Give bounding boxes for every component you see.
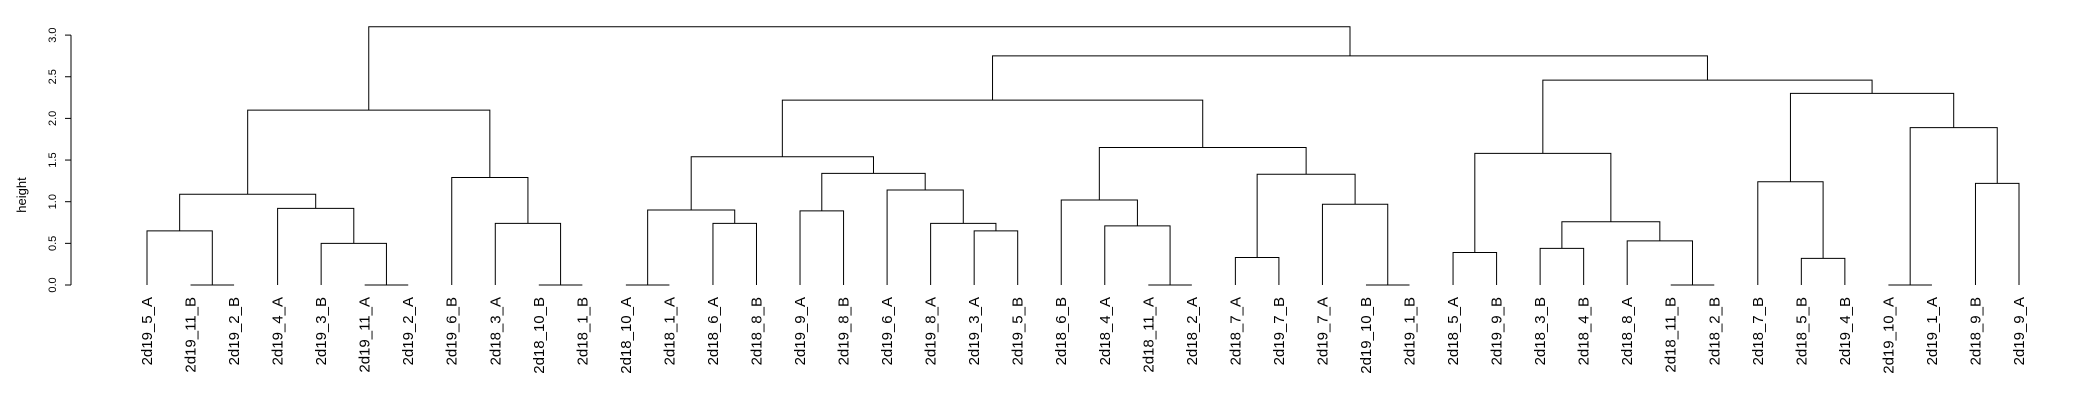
y-axis: 0.0 0.5 1.0 1.5 2.0 2.5 3.0 — [47, 27, 72, 293]
dendrogram-branch — [277, 207, 355, 285]
leaf-label: 2d19_7_B — [1271, 297, 1288, 365]
leaf-label: 2d18_8_B — [748, 297, 765, 365]
leaf-label: 2d18_1_A — [661, 297, 678, 365]
leaf-label: 2d19_9_A — [2011, 297, 2028, 365]
dendrogram-branch — [647, 209, 736, 285]
y-tick-label: 3.0 — [47, 27, 59, 42]
leaf-label: 2d18_5_A — [1445, 297, 1462, 365]
leaf-label: 2d18_11_A — [1140, 297, 1157, 373]
leaf-label: 2d18_1_B — [574, 297, 591, 365]
leaf-label: 2d18_2_B — [1706, 297, 1723, 365]
leaf-label: 2d19_2_A — [400, 297, 417, 365]
y-tick-label: 2.0 — [47, 111, 59, 126]
leaf-label: 2d18_10_A — [618, 297, 635, 374]
leaf-label: 2d18_7_A — [1227, 297, 1244, 365]
leaf-label: 2d19_3_A — [966, 297, 983, 365]
leaf-label: 2d19_4_B — [1837, 297, 1854, 365]
leaf-label: 2d18_3_A — [487, 297, 504, 365]
leaf-label: 2d18_9_B — [1967, 297, 1984, 365]
leaf-label: 2d18_10_B — [531, 297, 548, 374]
dendrogram-branch — [690, 156, 874, 211]
leaf-label: 2d19_1_A — [1924, 297, 1941, 365]
dendrogram-branch — [1974, 182, 2020, 285]
leaf-label: 2d19_9_A — [792, 297, 809, 365]
dendrogram-branch — [1789, 92, 1955, 182]
leaf-label: 2d19_4_A — [270, 297, 287, 365]
leaf-label: 2d19_9_B — [1489, 297, 1506, 365]
leaf-label: 2d18_2_A — [1184, 297, 1201, 365]
leaf-label: 2d19_3_B — [313, 297, 330, 365]
y-tick-label: 0.0 — [47, 277, 59, 292]
leaf-label: 2d19_10_A — [1880, 297, 1897, 374]
dendrogram-branch — [781, 99, 1204, 157]
y-tick-label: 0.5 — [47, 236, 59, 251]
leaf-label: 2d19_6_A — [879, 297, 896, 365]
y-tick-label: 1.0 — [47, 194, 59, 209]
dendrogram-branch — [1561, 221, 1661, 249]
leaf-label: 2d18_11_B — [1663, 297, 1680, 373]
leaf-label: 2d19_8_B — [836, 297, 853, 365]
dendrogram-branch — [1234, 257, 1280, 285]
dendrogram-branch — [368, 26, 1351, 111]
dendrogram-branch — [1452, 252, 1498, 285]
dendrogram-branch — [1060, 199, 1138, 285]
leaf-label: 2d19_1_B — [1402, 297, 1419, 365]
dendrogram-branch — [712, 222, 757, 285]
leaf-label: 2d18_6_A — [705, 297, 722, 365]
leaf-label: 2d18_3_B — [1532, 297, 1549, 365]
leaf-label: 2d19_6_B — [444, 297, 461, 365]
dendrogram-branch — [992, 55, 1708, 101]
dendrogram-branch — [1542, 79, 1873, 154]
leaf-label: 2d19_10_B — [1358, 297, 1375, 374]
y-tick-label: 2.5 — [47, 69, 59, 84]
y-axis-title: height — [14, 177, 29, 213]
leaf-label: 2d18_6_B — [1053, 297, 1070, 365]
leaf-label: 2d18_5_B — [1793, 297, 1810, 365]
dendrogram-branch — [973, 230, 1019, 285]
dendrogram-branch — [320, 242, 387, 285]
leaf-label: 2d19_5_B — [1010, 297, 1027, 365]
dendrogram-branch — [1800, 257, 1846, 285]
dendrogram-branch — [1909, 127, 1998, 285]
leaf-label: 2d19_11_B — [183, 297, 200, 373]
leaf-label: 2d18_7_B — [1750, 297, 1767, 365]
leaf-label: 2d18_4_B — [1576, 297, 1593, 365]
dendrogram-branch — [451, 177, 529, 285]
dendrogram-branch — [146, 230, 213, 285]
dendrogram-branch — [494, 222, 562, 285]
dendrogram-branch — [1757, 181, 1824, 285]
dendrogram-branch — [1626, 240, 1693, 285]
y-tick-label: 1.5 — [47, 152, 59, 167]
leaf-label: 2d19_5_A — [139, 297, 156, 365]
dendrogram-branch — [821, 172, 926, 211]
dendrogram-branch — [1321, 203, 1389, 285]
dendrogram-branches — [146, 26, 2020, 286]
dendrogram-branch — [930, 222, 997, 285]
leaf-label: 2d19_11_A — [357, 297, 374, 373]
leaf-labels: 2d19_5_A 2d19_11_B 2d19_2_B 2d19_4_A 2d19_3_… — [139, 297, 2028, 374]
leaf-label: 2d19_8_A — [923, 297, 940, 365]
dendrogram-branch — [1539, 247, 1585, 285]
leaf-label: 2d18_8_A — [1619, 297, 1636, 365]
dendrogram-branch — [247, 109, 491, 195]
dendrogram-branch — [886, 189, 964, 285]
dendrogram-branch — [179, 193, 317, 231]
dendrogram-branch — [1474, 152, 1612, 253]
leaf-label: 2d18_4_A — [1097, 297, 1114, 365]
leaf-label: 2d19_7_A — [1314, 297, 1331, 365]
dendrogram-branch — [1256, 173, 1356, 258]
dendrogram-branch — [799, 210, 845, 285]
leaf-label: 2d19_2_B — [226, 297, 243, 365]
dendrogram-branch — [1104, 225, 1171, 285]
